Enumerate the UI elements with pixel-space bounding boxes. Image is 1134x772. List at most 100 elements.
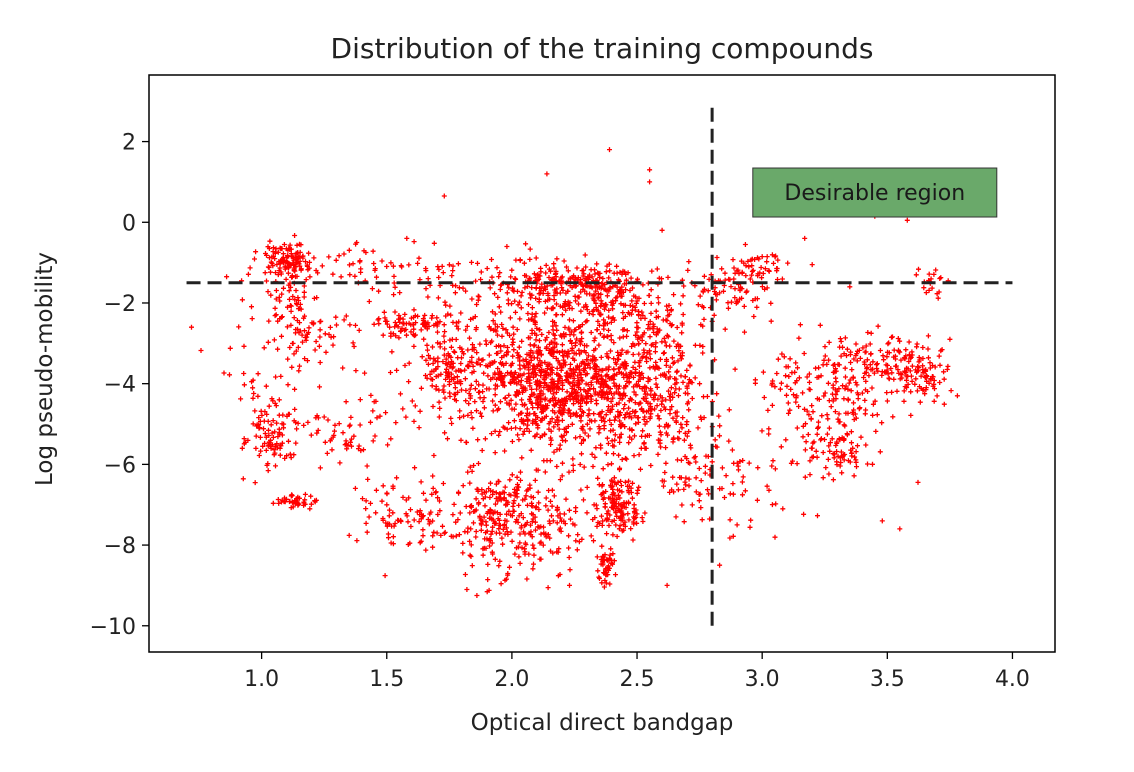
data-point [492,450,498,456]
data-point [641,347,647,353]
data-point [443,313,449,319]
data-point [493,343,499,349]
data-point [506,392,512,398]
data-point [463,439,469,445]
data-point [742,329,747,335]
data-point [582,252,588,258]
data-point [530,350,536,356]
data-point [527,353,533,359]
data-point [514,381,520,387]
data-point [449,421,455,426]
y-tick-label: −2 [104,292,136,317]
data-point [544,372,550,378]
data-point [631,384,636,390]
data-point [421,336,427,342]
data-point [501,362,507,368]
data-point [516,502,522,508]
data-point [603,302,609,308]
data-point [530,495,536,500]
data-point [627,303,633,308]
data-point [510,324,516,330]
data-point [463,504,469,509]
data-point [533,255,539,261]
data-point [587,365,593,371]
data-point [581,387,587,393]
data-point [529,519,535,524]
data-point [529,305,535,311]
data-point [519,289,525,295]
data-point [548,435,554,441]
data-point [551,424,557,430]
data-point [505,349,511,355]
data-point [499,377,505,383]
data-point [678,356,684,362]
data-point [458,361,464,366]
data-point [630,352,636,357]
data-point [465,412,471,418]
data-point [434,315,440,321]
data-point [551,265,557,271]
data-point [584,371,590,377]
data-point [492,311,498,317]
data-point [519,402,525,408]
data-point [479,491,485,497]
data-point [411,322,416,328]
data-point [603,269,609,275]
data-point [566,302,572,308]
data-point [429,368,435,374]
data-point [637,335,643,341]
data-point [567,300,573,306]
data-point [622,366,628,372]
data-point [498,399,503,405]
data-point [468,542,474,548]
data-point [652,349,658,355]
data-point [618,351,624,357]
data-point [512,551,518,557]
data-point [587,284,593,290]
data-point [587,386,593,392]
data-point [543,270,549,276]
data-point [537,285,543,291]
data-point [500,541,506,547]
data-point [655,295,661,301]
data-point [643,341,649,347]
data-point [585,413,591,419]
data-point [371,321,377,327]
data-point [534,332,539,338]
data-point [608,337,614,343]
data-point [449,336,455,342]
data-point [598,303,604,309]
data-point [536,367,542,373]
data-point [513,393,519,399]
data-point [502,448,508,454]
data-point [610,315,616,321]
data-point [492,321,498,327]
data-point [551,449,557,455]
data-point [477,395,483,401]
data-point [539,416,545,421]
data-point [536,273,542,279]
data-point [438,371,444,377]
data-point [666,388,671,394]
data-point [492,386,498,392]
data-point [593,288,599,294]
data-point [436,399,442,405]
data-point [574,336,580,342]
data-point [518,305,524,311]
data-point [659,276,664,282]
data-point [471,369,477,374]
data-point [397,319,403,325]
data-point [612,417,618,423]
data-point [478,527,484,533]
data-point [474,408,479,414]
data-point [494,383,500,389]
data-point [550,353,556,359]
data-point [441,339,447,345]
data-point [508,371,514,377]
data-point [403,321,409,327]
data-point [368,392,374,398]
data-point [647,334,653,340]
data-point [543,413,549,419]
data-point [495,366,501,371]
data-point [639,309,645,315]
